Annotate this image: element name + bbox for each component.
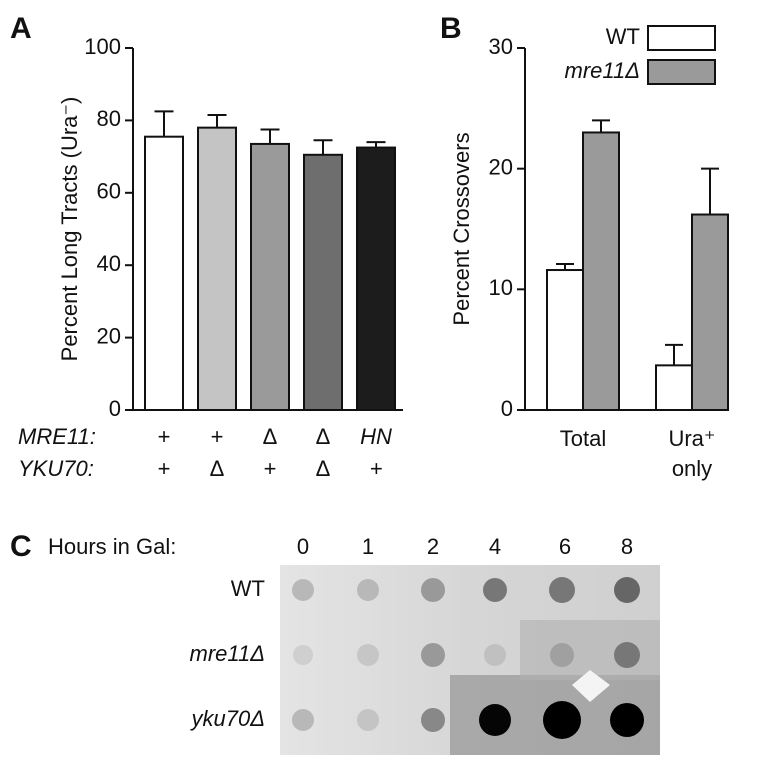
x-tick-label: only bbox=[672, 456, 712, 481]
panel-label: C bbox=[10, 530, 32, 563]
bar bbox=[582, 131, 620, 411]
hour-label: 1 bbox=[362, 534, 374, 559]
x-tick-label: HN bbox=[360, 424, 392, 449]
y-tick-label: 0 bbox=[109, 396, 121, 421]
bar bbox=[197, 126, 237, 411]
y-tick-label: 10 bbox=[489, 275, 513, 300]
legend-swatch bbox=[647, 25, 716, 51]
bar bbox=[144, 135, 184, 411]
x-tick-label: + bbox=[211, 424, 224, 449]
row-label: WT bbox=[231, 576, 265, 601]
blot-image bbox=[280, 565, 660, 755]
row-label: mre11Δ bbox=[190, 641, 266, 666]
hour-label: 8 bbox=[621, 534, 633, 559]
y-axis-label: Percent Long Tracts (Ura⁻) bbox=[57, 97, 82, 362]
y-tick-label: 40 bbox=[97, 251, 121, 276]
x-tick-label: + bbox=[158, 456, 171, 481]
x-tick-label: + bbox=[158, 424, 171, 449]
hour-label: 0 bbox=[297, 534, 309, 559]
y-axis-label: Percent Crossovers bbox=[449, 132, 474, 325]
row-label: MRE11: bbox=[18, 424, 96, 449]
row-label: yku70Δ bbox=[190, 706, 265, 731]
bar bbox=[250, 142, 290, 411]
x-tick-label: + bbox=[264, 456, 277, 481]
bar bbox=[356, 146, 396, 412]
legend-label: mre11Δ bbox=[565, 58, 641, 83]
y-tick-label: 30 bbox=[489, 34, 513, 59]
blot-title: Hours in Gal: bbox=[48, 534, 176, 559]
x-tick-label: Total bbox=[560, 426, 606, 451]
bar bbox=[303, 153, 343, 411]
x-tick-label: Ura⁺ bbox=[668, 426, 715, 451]
y-tick-label: 20 bbox=[489, 154, 513, 179]
x-tick-label: Δ bbox=[316, 424, 331, 449]
bar bbox=[691, 213, 729, 411]
bar bbox=[546, 269, 584, 411]
y-tick-label: 80 bbox=[97, 106, 121, 131]
y-tick-label: 60 bbox=[97, 179, 121, 204]
hour-label: 2 bbox=[427, 534, 439, 559]
hour-label: 4 bbox=[489, 534, 501, 559]
panel-label: B bbox=[440, 12, 462, 45]
row-label: YKU70: bbox=[18, 456, 94, 481]
x-tick-label: Δ bbox=[263, 424, 278, 449]
y-tick-label: 100 bbox=[84, 34, 121, 59]
x-tick-label: Δ bbox=[316, 456, 331, 481]
legend-swatch bbox=[647, 59, 716, 85]
bar bbox=[655, 364, 693, 411]
y-tick-label: 0 bbox=[501, 396, 513, 421]
panel-label: A bbox=[10, 12, 32, 45]
legend-label: WT bbox=[606, 24, 640, 49]
y-tick-label: 20 bbox=[97, 323, 121, 348]
x-tick-label: + bbox=[370, 456, 383, 481]
x-tick-label: Δ bbox=[210, 456, 225, 481]
hour-label: 6 bbox=[559, 534, 571, 559]
